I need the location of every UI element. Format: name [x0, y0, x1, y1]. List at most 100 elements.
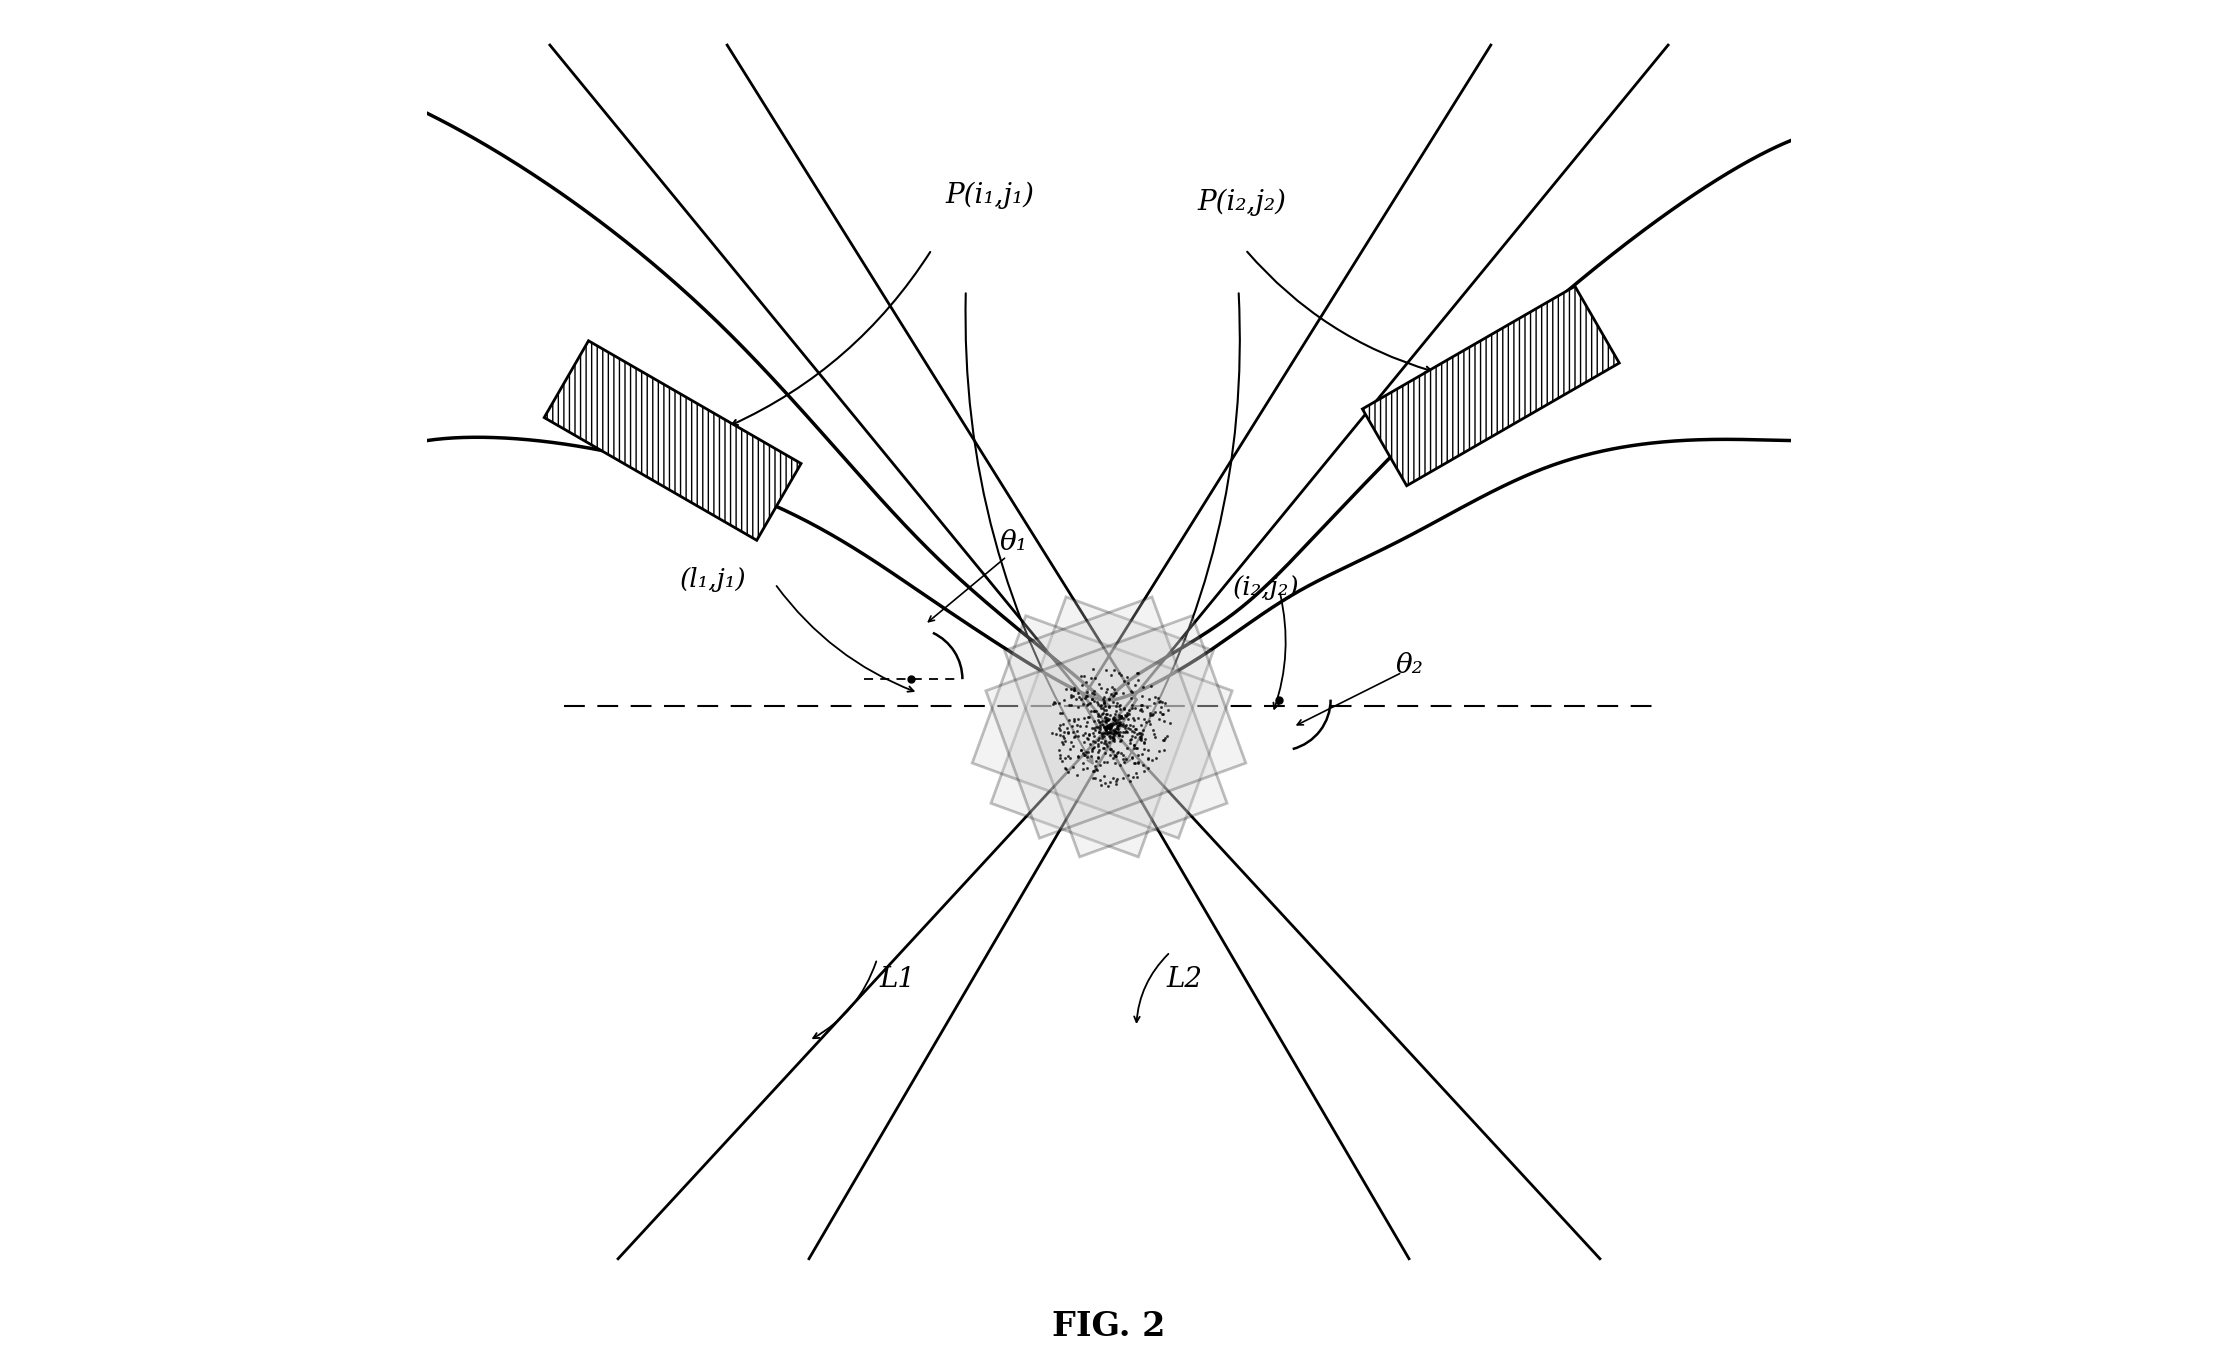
- Point: [1087, 691, 1122, 713]
- Point: [1085, 711, 1120, 733]
- Point: [1062, 687, 1098, 709]
- Text: L2: L2: [1167, 966, 1202, 993]
- Point: [1113, 694, 1149, 716]
- Point: [1078, 716, 1113, 738]
- Point: [1074, 689, 1109, 711]
- Point: [1147, 729, 1182, 750]
- Point: [1122, 726, 1158, 748]
- Point: [1089, 734, 1125, 756]
- Point: [1087, 772, 1122, 794]
- Point: [1049, 757, 1085, 779]
- Point: [1089, 719, 1125, 741]
- Point: [1120, 766, 1156, 788]
- Point: [1136, 719, 1171, 741]
- Point: [1105, 730, 1140, 752]
- Point: [1051, 694, 1087, 716]
- Point: [1054, 678, 1089, 700]
- Point: [1129, 696, 1164, 718]
- Point: [1116, 709, 1151, 731]
- Point: [1069, 757, 1105, 779]
- Point: [1098, 720, 1133, 742]
- Point: [1082, 711, 1118, 733]
- Point: [1096, 719, 1131, 741]
- Point: [1082, 722, 1118, 744]
- Point: [1113, 727, 1149, 749]
- Point: [1071, 733, 1107, 755]
- Point: [1091, 715, 1127, 737]
- Point: [1120, 722, 1156, 744]
- Point: [1100, 709, 1136, 731]
- Point: [1133, 675, 1169, 697]
- Point: [1105, 748, 1140, 770]
- Point: [1051, 760, 1087, 782]
- Point: [1085, 737, 1120, 759]
- Point: [1054, 683, 1089, 705]
- Point: [1096, 727, 1131, 749]
- Point: [1085, 774, 1120, 796]
- Point: [1093, 713, 1129, 735]
- Point: [1047, 730, 1082, 752]
- Point: [1100, 712, 1136, 734]
- Point: [1091, 722, 1127, 744]
- Point: [1093, 716, 1129, 738]
- Point: [1087, 731, 1122, 753]
- Point: [1060, 697, 1096, 719]
- Point: [1109, 704, 1144, 726]
- Point: [1122, 698, 1158, 720]
- Point: [1136, 691, 1171, 713]
- Point: [1131, 689, 1167, 711]
- Point: [1045, 724, 1080, 746]
- Point: [1107, 708, 1142, 730]
- Point: [1125, 694, 1160, 716]
- Polygon shape: [1005, 597, 1227, 858]
- Point: [1096, 707, 1131, 729]
- Point: [1076, 681, 1111, 702]
- Point: [1093, 713, 1129, 735]
- Point: [1140, 740, 1176, 761]
- Point: [1080, 693, 1116, 715]
- Point: [1140, 708, 1176, 730]
- Point: [1038, 691, 1074, 713]
- Point: [1087, 750, 1122, 772]
- Point: [1087, 693, 1122, 715]
- Point: [1107, 705, 1142, 727]
- Point: [1091, 713, 1127, 735]
- Point: [1098, 682, 1133, 704]
- Point: [1127, 731, 1162, 753]
- Point: [1067, 687, 1102, 709]
- Point: [1125, 744, 1160, 766]
- Point: [1151, 712, 1187, 734]
- Point: [1091, 716, 1127, 738]
- Point: [1080, 704, 1116, 726]
- Point: [1125, 700, 1160, 722]
- Point: [1122, 694, 1158, 716]
- Point: [1085, 727, 1120, 749]
- Point: [1096, 727, 1131, 749]
- Point: [1131, 757, 1167, 779]
- Point: [1098, 720, 1133, 742]
- Point: [1096, 723, 1131, 745]
- Point: [1069, 682, 1105, 704]
- Point: [1149, 698, 1184, 720]
- Point: [1147, 691, 1182, 713]
- Point: [1087, 716, 1122, 738]
- Point: [1102, 713, 1138, 735]
- Point: [1058, 724, 1093, 746]
- Point: [1042, 740, 1078, 761]
- Point: [1074, 700, 1109, 722]
- Point: [1056, 735, 1091, 757]
- Point: [1098, 742, 1133, 764]
- Point: [1113, 681, 1149, 702]
- Point: [1147, 740, 1182, 761]
- Point: [1087, 694, 1122, 716]
- Point: [1089, 735, 1125, 757]
- Polygon shape: [543, 340, 801, 541]
- Point: [1056, 678, 1091, 700]
- Point: [1096, 726, 1131, 748]
- Point: [1089, 718, 1125, 740]
- Point: [1098, 711, 1133, 733]
- Point: [1096, 720, 1131, 742]
- Point: [1076, 760, 1111, 782]
- Point: [1100, 718, 1136, 740]
- Point: [1082, 716, 1118, 738]
